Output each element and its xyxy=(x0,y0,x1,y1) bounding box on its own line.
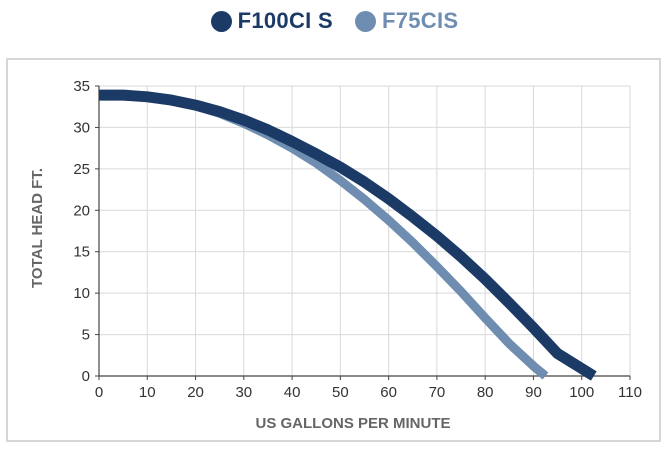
x-tick-label: 40 xyxy=(284,384,301,401)
legend-item-f75cis: F75CIS xyxy=(354,8,459,34)
x-tick-label: 50 xyxy=(332,384,349,401)
legend-label-f100cis: F100CI S xyxy=(237,8,333,33)
x-tick-label: 110 xyxy=(618,384,642,401)
x-tick-label: 80 xyxy=(477,384,494,401)
x-tick-label: 90 xyxy=(525,384,542,401)
y-tick-label: 35 xyxy=(73,78,90,95)
legend: F100CI S F75CIS xyxy=(0,6,669,36)
x-tick-label: 0 xyxy=(95,384,103,401)
y-tick-label: 5 xyxy=(82,327,90,344)
legend-label-f75cis: F75CIS xyxy=(381,8,459,33)
x-tick-label: 70 xyxy=(429,384,446,401)
x-axis-label: US GALLONS PER MINUTE xyxy=(255,415,450,432)
x-tick-label: 60 xyxy=(380,384,397,401)
legend-marker-f100cis xyxy=(210,10,232,32)
y-tick-label: 30 xyxy=(73,119,90,136)
y-tick-label: 20 xyxy=(73,202,90,219)
y-tick-label: 0 xyxy=(82,368,90,385)
chart-frame xyxy=(6,58,661,442)
y-tick-label: 10 xyxy=(73,285,90,302)
y-axis-label: TOTAL HEAD FT. xyxy=(29,168,46,288)
series-lines xyxy=(99,89,597,381)
y-tick-label: 15 xyxy=(73,244,90,261)
y-tick-label: 25 xyxy=(73,161,90,178)
x-tick-label: 100 xyxy=(569,384,594,401)
grid xyxy=(98,85,631,377)
y-tick-labels: 0 5 10 15 20 25 30 35 xyxy=(73,78,90,385)
series-line-f75cis xyxy=(99,90,549,380)
axes xyxy=(95,85,631,380)
x-tick-label: 20 xyxy=(187,384,204,401)
series-line-f100cis xyxy=(99,89,597,381)
x-tick-labels: 0 10 20 30 40 50 60 70 80 90 100 110 xyxy=(95,384,642,401)
legend-marker-f75cis xyxy=(354,10,376,32)
x-tick-label: 10 xyxy=(139,384,156,401)
x-tick-label: 30 xyxy=(235,384,252,401)
legend-item-f100cis: F100CI S xyxy=(210,8,333,34)
